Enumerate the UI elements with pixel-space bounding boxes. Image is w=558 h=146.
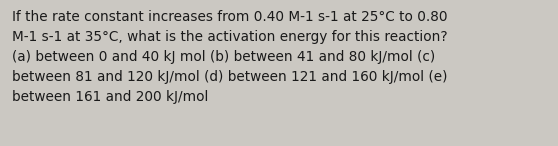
Text: If the rate constant increases from 0.40 M-1 s-1 at 25°C to 0.80
M-1 s-1 at 35°C: If the rate constant increases from 0.40…	[12, 10, 448, 104]
